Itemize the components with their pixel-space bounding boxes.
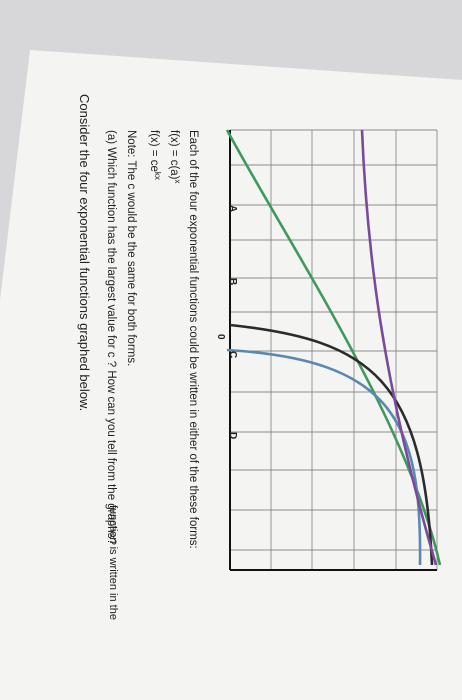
question-intro: Consider the four exponential functions … (77, 94, 92, 411)
graph: A B C D 0 (215, 129, 442, 571)
curve-label-d: D (227, 432, 238, 439)
curve-label-b: B (227, 278, 238, 285)
curve-label-c: C (227, 351, 238, 358)
forms-intro: Each of the four exponential functions c… (187, 130, 199, 549)
curve-b (229, 323, 434, 566)
origin-label: 0 (215, 334, 226, 340)
curve-a (225, 129, 442, 566)
part-a-question: (a) Which function has the largest value… (105, 130, 117, 545)
bottom-text-fragment: function is written in the (107, 505, 119, 620)
curve-c (226, 348, 422, 566)
note-text: Note: The c would be the same for both f… (125, 130, 137, 366)
curve-label-a: A (227, 205, 238, 212)
form-2: f(x) = cekx (148, 130, 162, 180)
curve-d (360, 129, 438, 566)
form-1: f(x) = c(a)x (168, 130, 182, 184)
